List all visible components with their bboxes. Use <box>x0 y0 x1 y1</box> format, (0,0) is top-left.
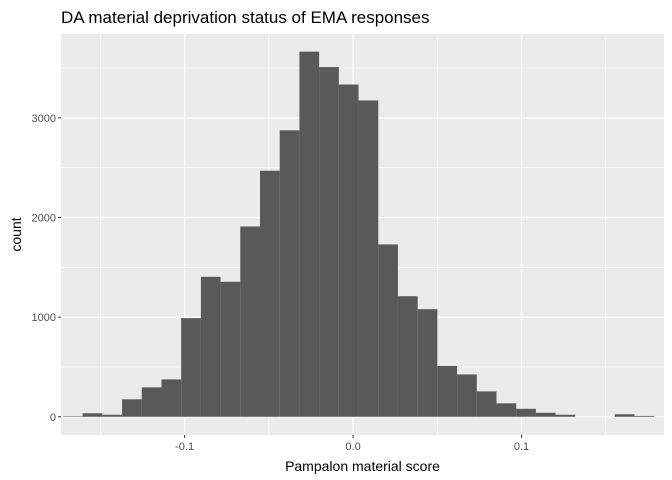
histogram-bar <box>496 403 517 417</box>
histogram-bar <box>457 374 477 417</box>
histogram-bar <box>260 170 280 417</box>
histogram-bar <box>220 281 241 417</box>
x-tick-label: -0.1 <box>175 441 194 453</box>
histogram-bar <box>437 365 458 417</box>
histogram-bar <box>240 226 261 417</box>
histogram-bar <box>82 413 103 417</box>
y-tick-label: 2000 <box>32 213 56 225</box>
y-axis-title: count <box>8 217 24 251</box>
histogram-bars <box>62 51 655 417</box>
histogram-bar <box>122 399 142 417</box>
histogram-bar <box>161 379 182 417</box>
histogram-bar <box>378 244 398 417</box>
histogram-bar <box>62 416 83 417</box>
histogram-bar <box>634 415 655 417</box>
histogram-bar <box>476 391 497 417</box>
x-tick-label: 0.1 <box>514 441 529 453</box>
histogram-bar <box>279 130 300 417</box>
histogram-bar <box>181 318 201 417</box>
histogram-bar <box>200 276 221 417</box>
histogram-bar <box>516 408 536 417</box>
histogram-bar <box>614 414 635 417</box>
histogram-bar <box>141 387 162 417</box>
y-tick-label: 3000 <box>32 113 56 125</box>
y-tick-label: 1000 <box>32 312 56 324</box>
histogram-bar <box>338 84 359 417</box>
histogram-bar <box>397 296 418 417</box>
chart-title: DA material deprivation status of EMA re… <box>61 8 430 27</box>
histogram-bar <box>102 414 123 417</box>
histogram-bar <box>319 67 339 417</box>
y-axis: 0 1000 2000 3000 <box>32 113 61 424</box>
histogram-bar <box>358 100 379 417</box>
x-axis: -0.1 0.0 0.1 <box>175 435 529 453</box>
histogram-bar <box>555 414 576 417</box>
x-tick-label: 0.0 <box>345 441 360 453</box>
y-tick-label: 0 <box>50 412 56 424</box>
histogram-bar <box>535 412 556 417</box>
histogram-bar <box>299 51 320 417</box>
histogram-bar <box>417 309 438 417</box>
x-axis-title: Pampalon material score <box>285 458 440 474</box>
